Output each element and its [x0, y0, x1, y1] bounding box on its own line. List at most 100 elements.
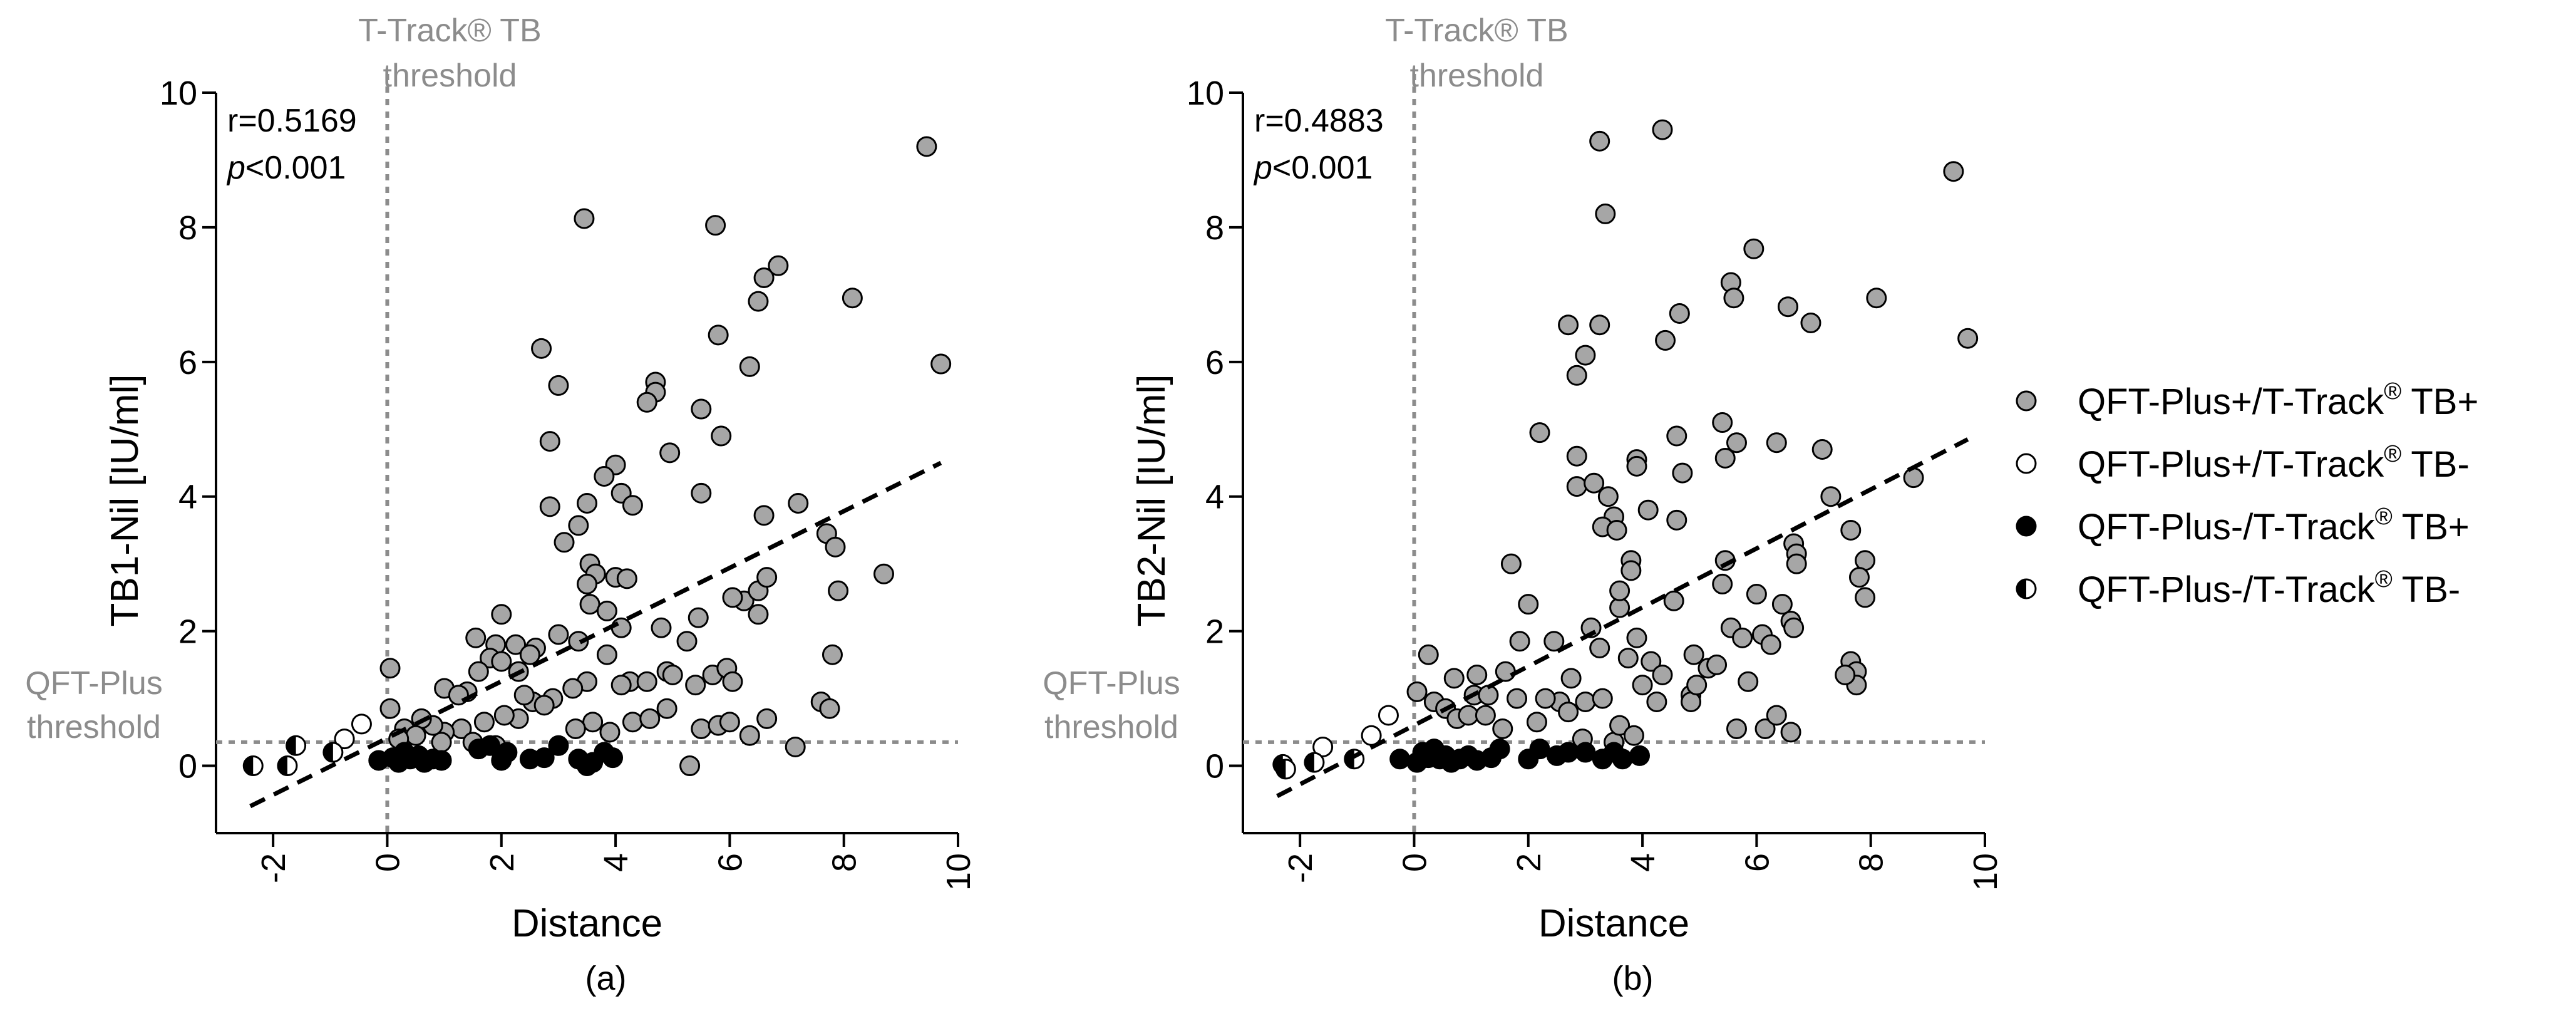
marker-grey: [708, 324, 729, 346]
hline-label-line2: threshold: [1044, 709, 1178, 745]
panel-a: 0 2 4 6 8 10 -2 0 2 4 6 8 10 T-Track® TB threshold QFT-…: [25, 13, 977, 997]
data-point: [711, 425, 732, 447]
data-point: [676, 631, 698, 652]
marker-grey: [651, 617, 672, 638]
marker-half-fill: [2017, 579, 2026, 598]
data-point: [1771, 594, 1793, 615]
y-tick-label: 4: [1205, 479, 1224, 516]
data-point: [491, 604, 512, 625]
data-point: [1666, 509, 1687, 531]
marker-grey: [1780, 722, 1801, 743]
marker-black: [1629, 745, 1651, 766]
data-point: [622, 712, 643, 733]
data-point: [513, 685, 535, 706]
marker-white: [351, 713, 372, 735]
marker-grey: [691, 718, 712, 739]
marker-grey: [676, 631, 698, 652]
data-point: [379, 698, 401, 719]
data-point: [539, 496, 560, 517]
marker-grey: [1406, 681, 1428, 702]
vline-label-line2: threshold: [1410, 58, 1544, 94]
legend-label-sup: ®: [2384, 378, 2401, 405]
marker-black: [1389, 749, 1411, 770]
data-point: [1626, 455, 1647, 477]
p-value: p<0.001: [1253, 150, 1373, 186]
marker-grey: [568, 515, 589, 536]
data-point: [431, 732, 452, 753]
marker-grey: [1652, 664, 1673, 685]
marker-grey: [1672, 462, 1693, 484]
data-point: [705, 215, 726, 236]
marker-grey: [1566, 365, 1587, 386]
y-tick-label: 4: [178, 479, 197, 516]
data-point: [1663, 590, 1684, 611]
marker-grey: [491, 604, 512, 625]
marker-grey: [1626, 455, 1647, 477]
data-point: [622, 495, 643, 516]
marker-grey: [1507, 688, 1528, 709]
marker-grey: [379, 698, 401, 719]
marker-grey: [1597, 486, 1619, 507]
marker-grey: [1652, 119, 1673, 140]
data-point: [1848, 567, 1870, 588]
marker-grey: [594, 465, 615, 487]
data-point: [596, 600, 617, 621]
marker-grey: [611, 617, 632, 638]
marker-grey: [711, 425, 732, 447]
marker-grey: [493, 705, 515, 726]
y-tick-label: 0: [178, 748, 197, 785]
data-point: [1835, 664, 1856, 685]
data-point: [497, 742, 518, 763]
data-point: [753, 505, 775, 526]
marker-grey: [636, 671, 657, 692]
marker-grey: [1766, 705, 1787, 726]
data-point: [1666, 425, 1687, 447]
data-point: [505, 634, 527, 655]
marker-grey: [1566, 476, 1587, 497]
data-point: [739, 725, 760, 746]
legend-item-half: QFT-Plus-/T-Track® TB-: [2016, 566, 2461, 610]
marker-grey: [1575, 691, 1596, 712]
hline-label-line1: QFT-Plus: [25, 665, 163, 702]
data-point: [1566, 365, 1587, 386]
marker-grey: [1641, 651, 1662, 672]
data-point: [1529, 422, 1550, 443]
marker-grey: [1855, 587, 1876, 608]
marker-grey: [577, 573, 597, 594]
legend-marker-white: [2016, 453, 2037, 474]
data-point: [1304, 752, 1325, 773]
data-point: [493, 705, 515, 726]
marker-grey: [1943, 161, 1964, 182]
legend-label-suffix: TB+: [2393, 507, 2470, 547]
marker-grey: [1783, 617, 1805, 638]
x-tick-label: 4: [597, 853, 635, 872]
data-point: [1418, 644, 1439, 665]
marker-grey: [756, 567, 778, 588]
marker-grey: [1666, 425, 1687, 447]
marker-grey: [639, 708, 661, 729]
data-point: [611, 675, 632, 696]
marker-grey: [539, 431, 560, 452]
legend-item-grey: QFT-Plus+/T-Track® TB+: [2016, 378, 2478, 422]
p-letter: p: [226, 150, 245, 186]
marker-grey: [599, 722, 621, 743]
data-point: [1743, 238, 1765, 259]
marker-grey: [1592, 688, 1613, 709]
marker-grey: [1840, 519, 1862, 541]
marker-grey: [662, 664, 683, 685]
marker-grey: [565, 718, 586, 739]
marker-grey: [691, 482, 712, 504]
marker-grey: [1655, 329, 1676, 351]
legend-label-suffix: TB-: [2393, 569, 2461, 610]
y-tick-label: 8: [178, 209, 197, 247]
p-letter: p: [1253, 150, 1272, 186]
trend-line: [249, 460, 942, 809]
data-point: [1558, 742, 1579, 763]
marker-grey: [930, 353, 952, 375]
data-point: [1786, 553, 1807, 574]
x-tick-label: 0: [369, 853, 406, 872]
data-point: [1800, 312, 1821, 333]
marker-grey: [1543, 631, 1565, 652]
legend-marker-half: [2016, 578, 2037, 599]
